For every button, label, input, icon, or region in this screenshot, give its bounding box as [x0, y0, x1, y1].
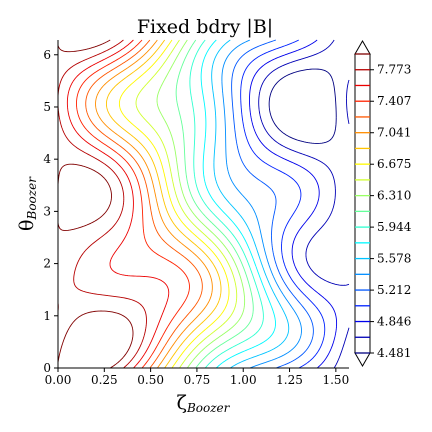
colorbar-tick-label: 5.944 — [377, 220, 412, 234]
x-axis-label-sub: Boozer — [186, 401, 231, 415]
contour-level-9 — [175, 39, 254, 369]
colorbar-tick-label: 5.212 — [377, 283, 411, 297]
y-axis-label-base: θ — [16, 219, 38, 230]
contour-level-5 — [221, 39, 302, 369]
colorbar-tick-label: 4.481 — [377, 346, 411, 360]
colorbar-tick-label: 5.578 — [377, 252, 411, 266]
plot-frame — [57, 40, 349, 369]
x-tick-label: 0.75 — [184, 373, 211, 387]
y-tick-label: 3 — [43, 204, 51, 218]
x-tick-label: 1.25 — [276, 373, 303, 387]
y-axis-label: θBoozer — [16, 176, 39, 231]
x-axis-label-base: ζ — [177, 392, 187, 414]
x-tick-label: 0.50 — [137, 373, 164, 387]
y-tick-label: 4 — [43, 152, 51, 166]
colorbar-extend-bottom — [354, 352, 371, 368]
x-tick-label: 0.00 — [45, 373, 72, 387]
colorbar-tick-label: 7.041 — [377, 126, 411, 140]
colorbar-tick-label: 7.773 — [377, 63, 411, 77]
contour-level-17 — [66, 39, 170, 369]
x-tick-label: 1.50 — [322, 373, 349, 387]
contour-level-0 — [268, 68, 337, 144]
colorbar-extend-top — [354, 39, 371, 55]
x-tick-label: 0.25 — [91, 373, 118, 387]
x-axis-label: ζBoozer — [177, 392, 231, 415]
colorbar-tick-label: 4.846 — [377, 315, 411, 329]
chart-title: Fixed bdry |B| — [137, 16, 273, 38]
y-tick-label: 5 — [43, 100, 51, 114]
colorbar-tick-label: 6.310 — [377, 189, 411, 203]
x-axis-ticks: 0.00 0.25 0.50 0.75 1.00 1.25 1.50 — [45, 368, 349, 387]
colorbar: 4.481 4.846 5.212 5.578 5.944 6.310 6.675 7.041… — [354, 39, 412, 368]
y-tick-label: 0 — [43, 361, 51, 375]
y-tick-label: 2 — [43, 257, 51, 271]
y-axis-ticks: 0 1 2 3 4 5 6 — [43, 48, 58, 375]
contour-level-3 — [240, 39, 326, 369]
y-axis-label-sub: Boozer — [25, 176, 39, 221]
contour-lines — [57, 39, 350, 369]
contour-level-15 — [85, 39, 203, 369]
y-tick-label: 6 — [43, 48, 51, 62]
contour-level-16 — [76, 39, 190, 369]
contour-level-14 — [95, 39, 213, 369]
colorbar-body — [354, 53, 371, 354]
x-tick-label: 1.00 — [230, 373, 257, 387]
contour-level-2 — [249, 39, 338, 369]
y-tick-label: 1 — [43, 309, 51, 323]
colorbar-tick-label: 7.407 — [377, 94, 411, 108]
contour-level-8 — [189, 39, 264, 369]
contour-level-11 — [135, 39, 238, 369]
contour-level-1 — [258, 39, 350, 369]
colorbar-tick-label: 6.675 — [377, 157, 411, 171]
